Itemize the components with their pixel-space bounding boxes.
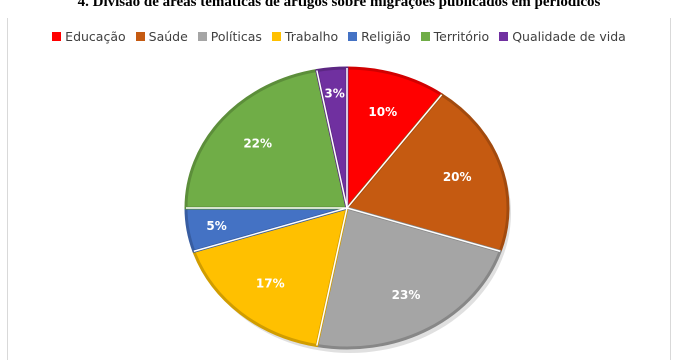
pie-slice	[345, 66, 444, 210]
legend-entry: Educação	[52, 29, 126, 44]
legend-entry: Saúde	[135, 29, 188, 44]
legend-label: Saúde	[148, 29, 188, 44]
legend-label: Território	[433, 29, 490, 44]
legend-entry: Religião	[348, 29, 411, 44]
chart-frame	[7, 18, 671, 360]
legend-entry: Políticas	[197, 29, 262, 44]
legend-swatch	[197, 32, 207, 41]
legend-label: Religião	[361, 29, 411, 44]
pie-slice	[345, 93, 510, 253]
slice-data-label: 22%	[243, 137, 272, 151]
chart-legend: Educação Saúde Políticas Trabalho Religião Te…	[0, 29, 678, 44]
legend-swatch	[348, 32, 358, 41]
pie-slice	[184, 68, 349, 210]
legend-swatch	[52, 32, 62, 41]
legend-label: Políticas	[210, 29, 262, 44]
legend-swatch	[499, 32, 509, 41]
slice-separator	[316, 207, 348, 346]
slice-data-label: 10%	[368, 105, 397, 119]
slice-data-label: 23%	[392, 288, 421, 302]
slice-separator	[316, 70, 348, 209]
legend-entry: Território	[420, 29, 490, 44]
pie-slice	[192, 206, 349, 348]
legend-label: Qualidade de vida	[512, 29, 626, 44]
slice-data-label: 20%	[443, 170, 472, 184]
slice-separator	[346, 207, 501, 252]
legend-entry: Trabalho	[271, 29, 339, 44]
slice-data-label: 3%	[324, 87, 344, 101]
legend-swatch	[420, 32, 430, 41]
legend-entry: Qualidade de vida	[499, 29, 626, 44]
figure-title: 4. Divisão de áreas temáticas de artigos…	[77, 0, 601, 10]
slice-separator	[346, 94, 443, 209]
slice-data-label: 17%	[256, 277, 285, 291]
legend-label: Trabalho	[284, 29, 339, 44]
pie-slice	[315, 206, 502, 350]
legend-label: Educação	[65, 29, 126, 44]
legend-swatch	[271, 32, 281, 41]
legend-swatch	[135, 32, 145, 41]
slice-separator	[193, 207, 348, 252]
slice-data-label: 5%	[206, 219, 226, 233]
